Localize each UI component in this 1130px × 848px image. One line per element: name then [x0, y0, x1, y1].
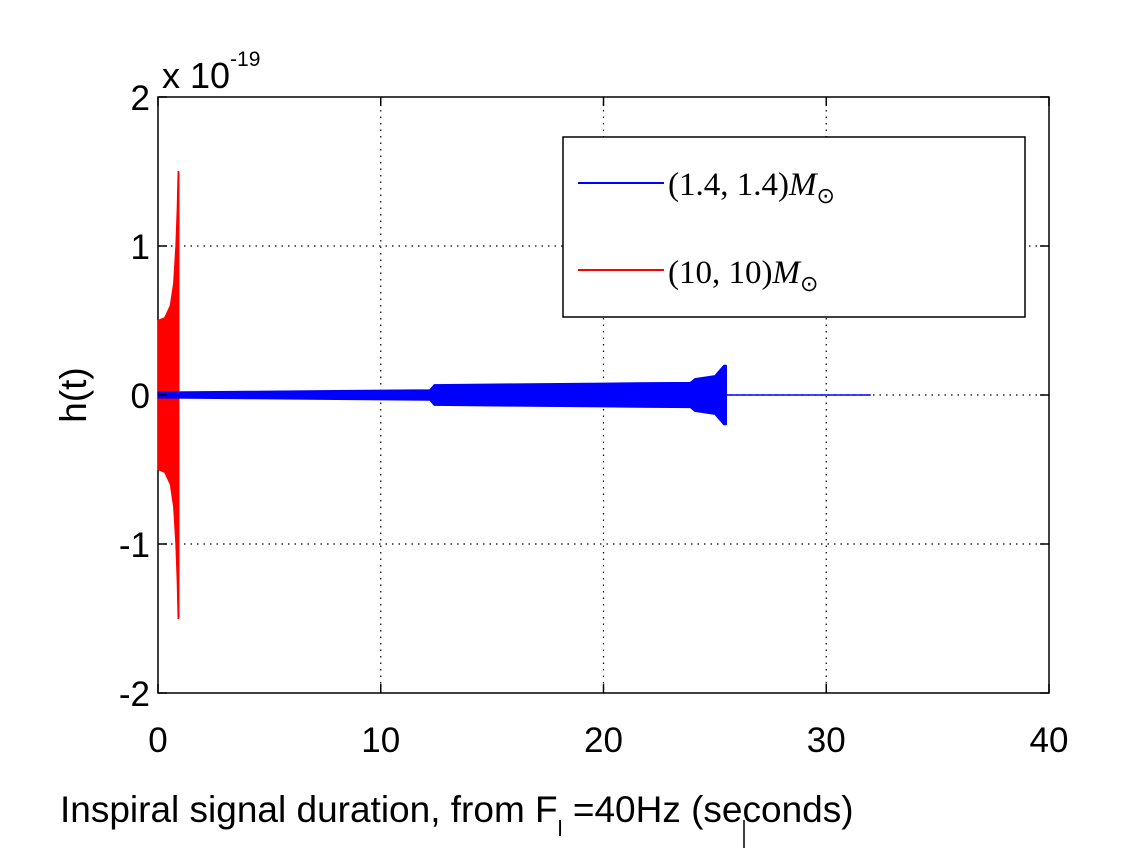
legend-box: [562, 136, 1026, 318]
legend-label-series-2: (10, 10)M⊙: [668, 255, 818, 296]
x-tick-labels: 0 10 20 30 40: [148, 721, 1068, 760]
y-tick-label: 0: [131, 377, 150, 416]
y-tick-label: 1: [131, 228, 150, 267]
x-tick-label: 0: [148, 721, 167, 760]
tick-marks: [157, 96, 1050, 694]
x-axis-label-rest: =40Hz (seconds): [563, 789, 854, 830]
y-tick-label: -1: [119, 526, 150, 565]
y-multiplier-base: x 10: [162, 55, 230, 96]
x-tick-label: 40: [1030, 721, 1069, 760]
y-tick-label: -2: [119, 675, 150, 714]
x-tick-label: 30: [807, 721, 846, 760]
series-1: [157, 364, 871, 426]
legend: (1.4, 1.4)M⊙ (10, 10)M⊙: [562, 136, 1026, 318]
y-tick-labels: 2 1 0 -1 -2: [119, 79, 150, 714]
y-tick-label: 2: [131, 79, 150, 118]
y-multiplier: x 10-19: [162, 48, 260, 96]
x-tick-label: 10: [361, 721, 400, 760]
legend-label-series-1: (1.4, 1.4)M⊙: [668, 167, 835, 208]
x-axis-label: Inspiral signal duration, from Fl =40Hz …: [60, 789, 854, 841]
x-axis-label-main: Inspiral signal duration, from F: [60, 789, 558, 830]
series-group: [157, 171, 871, 619]
x-tick-label: 20: [584, 721, 623, 760]
y-axis-label: h(t): [53, 367, 94, 423]
x-axis-label-subscript: l: [558, 816, 563, 841]
y-multiplier-exponent: -19: [230, 48, 260, 71]
